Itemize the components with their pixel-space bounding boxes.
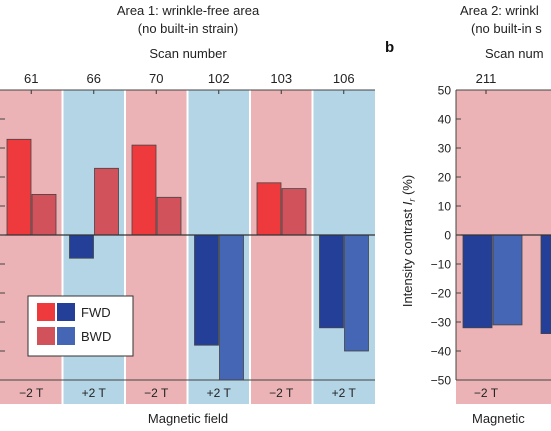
bar-bwd: [344, 234, 369, 352]
bar-bwd: [281, 188, 307, 236]
panel-b-y-tick-label: 10: [438, 200, 452, 214]
panel-a-x-axis-label: Magnetic field: [148, 411, 228, 426]
panel-a-band: [125, 90, 188, 404]
panel-a-scan-label: 102: [208, 71, 230, 86]
panel-b-subtitle: (no built-in s: [471, 21, 542, 36]
bar-fwd: [69, 234, 94, 259]
panel-b-y-tick-label: −20: [431, 287, 452, 301]
panel-a-title: Area 1: wrinkle-free area: [117, 3, 260, 18]
panel-a-field-label: −2 T: [19, 386, 44, 400]
panel-b-x-axis-label: Magnetic: [472, 411, 525, 426]
bar-fwd: [319, 234, 344, 329]
legend-label-bwd: BWD: [81, 329, 111, 344]
panel-a-field-label: −2 T: [269, 386, 294, 400]
panel-b-y-axis-label: Intensity contrast Ir (%): [400, 175, 417, 307]
bar-bwd: [31, 193, 57, 236]
panel-a-scan-label: 61: [24, 71, 38, 86]
panel-b-scan-label: 211: [476, 71, 497, 86]
panel-b-y-tick-label: 50: [438, 84, 452, 98]
legend-label-fwd: FWD: [81, 305, 111, 320]
bar-bwd: [219, 234, 244, 381]
y-axis-label-symbol: I: [400, 201, 415, 205]
panel-b-y-tick-label: −10: [431, 258, 452, 272]
panel-b-letter: b: [385, 39, 394, 56]
panel-b-y-tick-label: 30: [438, 142, 452, 156]
bar-bwd: [492, 234, 523, 326]
bar-fwd: [256, 182, 282, 236]
panel-a-scan-label: 70: [149, 71, 163, 86]
bar-bwd: [94, 167, 119, 236]
panel-a-field-label: −2 T: [144, 386, 169, 400]
bar-fwd: [462, 234, 493, 329]
legend-swatch-bwd: [37, 327, 55, 345]
y-axis-label-unit: (%): [400, 175, 415, 199]
panel-b-field-label: −2 T: [474, 386, 499, 400]
panel-a: Area 1: wrinkle-free area (no built-in s…: [0, 3, 375, 426]
panel-a-legend: FWD BWD: [27, 295, 134, 357]
panel-a-subtitle: (no built-in strain): [138, 21, 238, 36]
bar-fwd: [194, 234, 219, 346]
panel-b-y-tick-label: −30: [431, 316, 452, 330]
bar-partial: [540, 234, 551, 334]
panel-a-top-axis-label: Scan number: [149, 46, 227, 61]
panel-a-field-label: +2 T: [207, 386, 232, 400]
panel-a-field-label: +2 T: [82, 386, 107, 400]
panel-a-field-label: +2 T: [332, 386, 357, 400]
legend-swatch-fwd: [57, 303, 75, 321]
legend-swatch-fwd: [37, 303, 55, 321]
panel-b-y-tick-label: 40: [438, 113, 452, 127]
bar-bwd: [156, 196, 182, 236]
panel-b-y-tick-label: 0: [444, 229, 451, 243]
y-axis-label-text: Intensity contrast: [400, 205, 415, 307]
panel-a-band: [0, 90, 63, 404]
panel-b-y-tick-label: 20: [438, 171, 452, 185]
legend-box: [27, 295, 134, 357]
panel-a-scan-label: 106: [333, 71, 355, 86]
panel-b-title: Area 2: wrinkl: [460, 3, 539, 18]
y-axis-label-subscript: r: [407, 198, 417, 202]
legend-swatch-bwd: [57, 327, 75, 345]
panel-a-scan-label: 103: [270, 71, 292, 86]
panel-a-band: [250, 90, 313, 404]
bar-fwd: [131, 144, 157, 236]
panel-b-y-tick-label: −50: [431, 374, 452, 388]
bar-fwd: [6, 138, 32, 236]
panel-b-top-axis-label: Scan num: [485, 46, 544, 61]
panel-a-scan-label: 66: [87, 71, 101, 86]
panel-b-y-tick-label: −40: [431, 345, 452, 359]
panel-b: b Area 2: wrinkl (no built-in s Scan num…: [385, 3, 551, 426]
